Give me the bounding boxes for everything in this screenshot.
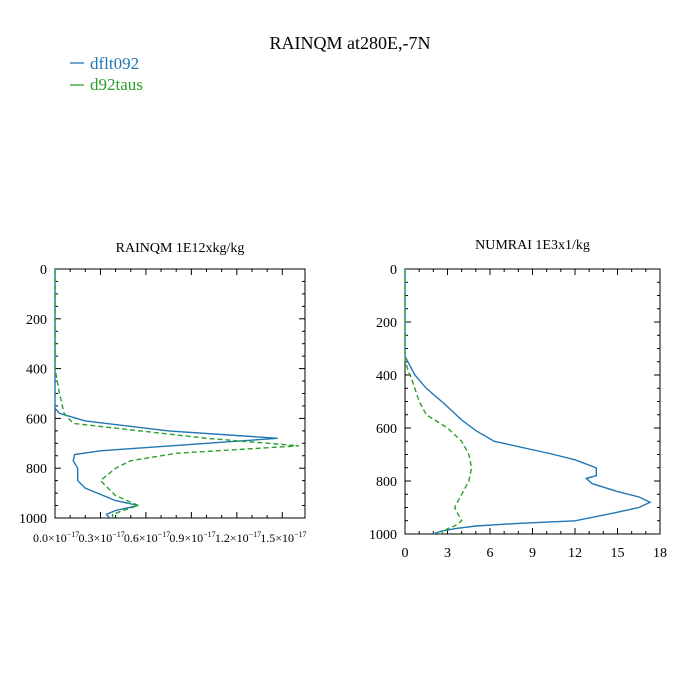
y-tick-label: 400 (26, 363, 47, 378)
rainqm-panel: RAINQM 1E12xkg/kg 0 200 400 600 800 1000 0.0×10… (19, 241, 307, 545)
x-tick-label: 12 (568, 546, 582, 561)
legend-label-d92taus: d92taus (90, 75, 143, 94)
plot-frame (404, 268, 661, 535)
y-tick-label: 1000 (369, 528, 397, 543)
plot-frame (54, 268, 306, 519)
x-tick-label: 15 (611, 546, 625, 561)
y-tick-label: 800 (26, 462, 47, 477)
x-tick-label: 0.6×10−17 (124, 530, 170, 545)
x-tick-label: 0.9×10−17 (169, 530, 215, 545)
figure-title: RAINQM at280E,-7N (270, 33, 431, 53)
y-tick-label: 200 (26, 313, 47, 328)
x-tick-label: 1.2×10−17 (215, 530, 261, 545)
x-tick-label: 18 (653, 546, 667, 561)
series-line-d92taus (54, 269, 299, 518)
x-tick-label: 6 (487, 546, 494, 561)
legend: dflt092 d92taus (70, 54, 143, 94)
panel-title: RAINQM 1E12xkg/kg (116, 241, 245, 256)
series-line-dflt092 (54, 269, 278, 519)
y-tick-label: 200 (376, 316, 397, 331)
y-tick-label: 600 (376, 422, 397, 437)
series-line-d92taus (404, 269, 473, 535)
panel-title: NUMRAI 1E3x1/kg (475, 238, 590, 253)
y-tick-label: 600 (26, 412, 47, 427)
x-tick-label: 0.3×10−17 (78, 530, 124, 545)
x-tick-label: 3 (444, 546, 451, 561)
series-line-dflt092 (404, 269, 652, 535)
y-tick-label: 0 (390, 263, 397, 278)
y-tick-label: 400 (376, 369, 397, 384)
y-tick-label: 800 (376, 475, 397, 490)
x-tick-label: 0 (402, 546, 409, 561)
y-tick-label: 1000 (19, 512, 47, 527)
x-tick-label: 1.5×10−17 (260, 530, 306, 545)
x-tick-label: 9 (529, 546, 536, 561)
numrai-panel: NUMRAI 1E3x1/kg 0 200 400 600 800 1000 0 3 6 9 12 15… (369, 238, 667, 561)
x-tick-label: 0.0×10−17 (33, 530, 79, 545)
y-tick-label: 0 (40, 263, 47, 278)
legend-label-dflt092: dflt092 (90, 54, 139, 73)
